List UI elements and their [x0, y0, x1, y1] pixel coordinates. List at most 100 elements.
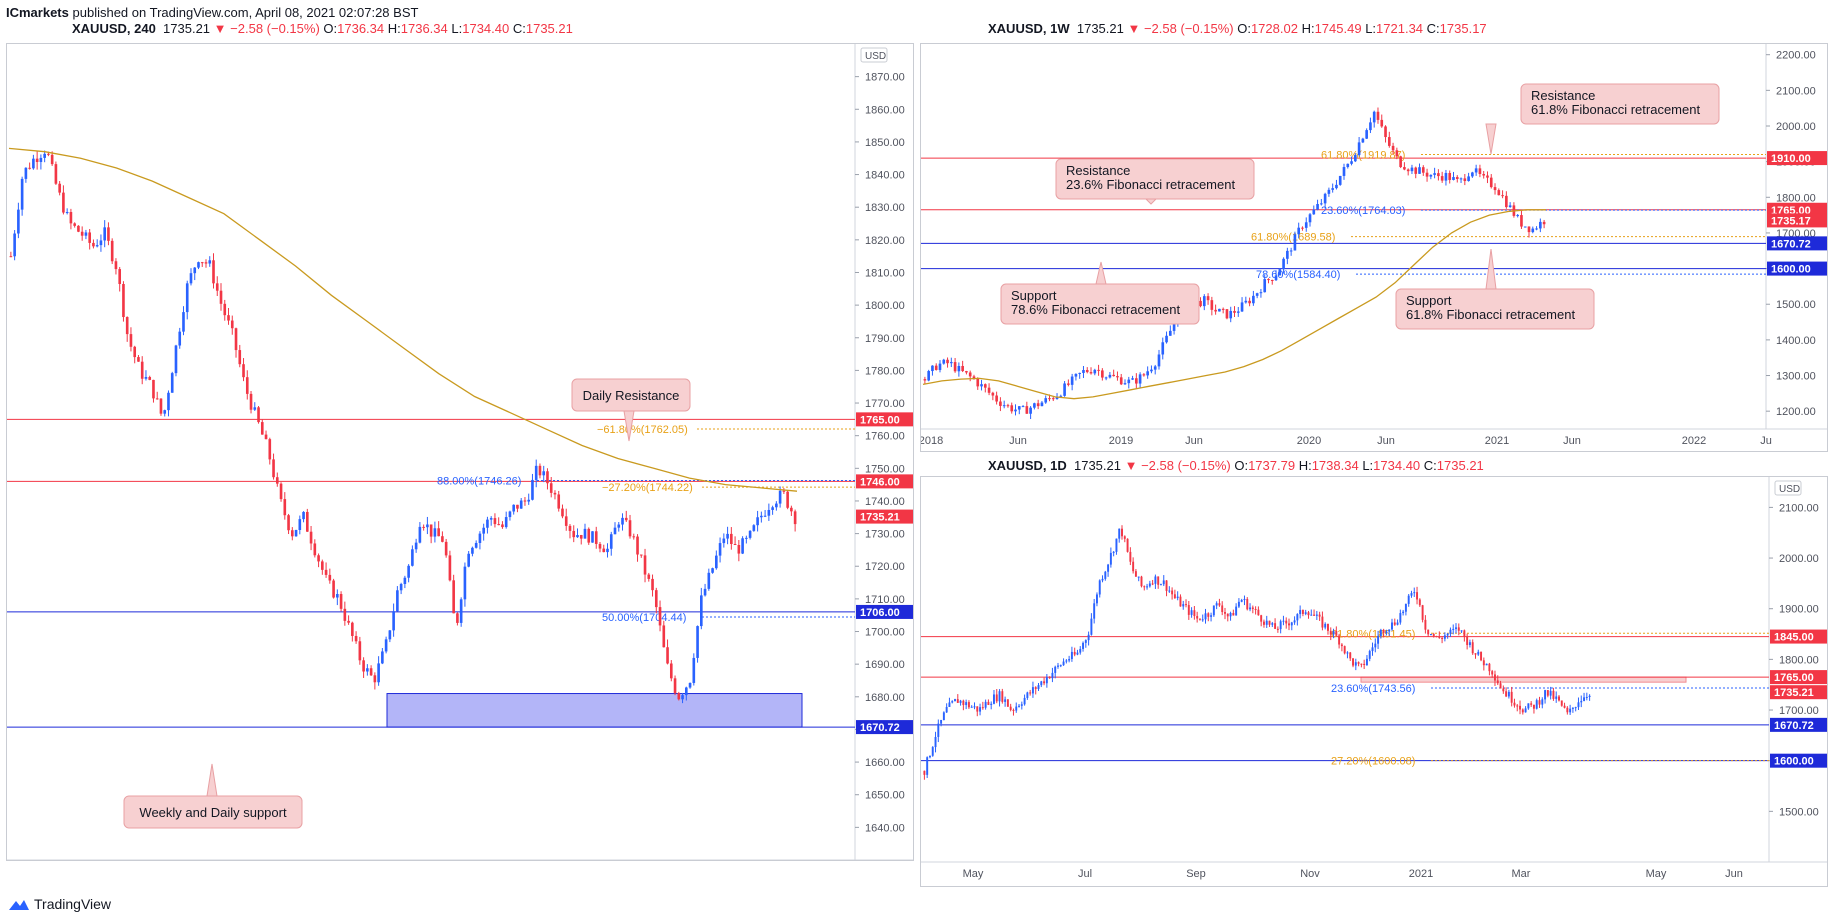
candle-body	[591, 531, 594, 543]
candle-body	[1161, 342, 1165, 355]
candle-body	[1429, 634, 1432, 636]
candle-body	[1045, 677, 1048, 684]
candle-body	[1510, 691, 1513, 703]
candle-body	[1118, 528, 1121, 539]
candle-body	[1520, 215, 1523, 227]
moving-average-line[interactable]	[922, 209, 1546, 400]
candle-body	[1254, 608, 1257, 610]
candle-body	[1566, 707, 1569, 713]
candle-body	[178, 331, 182, 346]
candle-body	[1168, 590, 1171, 592]
x-tick-label: 2020	[1297, 435, 1321, 447]
candle-body	[1516, 705, 1519, 707]
level-tag-1845.00: 1845.00	[1774, 632, 1814, 644]
x-tick-label: 2019	[1109, 435, 1133, 447]
chart-pane-1d[interactable]: 1500.00 1600.00 1700.00 1800.00 1900.00 2000.…	[920, 476, 1828, 887]
candle-body	[968, 372, 972, 377]
candle-body	[1017, 406, 1021, 410]
candle-body	[519, 500, 523, 509]
candle-body	[1301, 609, 1304, 614]
candle-body	[1148, 583, 1151, 587]
candle-body	[1433, 173, 1436, 175]
author-name[interactable]: ICmarkets	[6, 5, 69, 20]
candle-body	[1026, 692, 1029, 698]
candle-body	[1307, 612, 1310, 616]
chart-pane-240[interactable]: 1640.001650.001660.001670.001680.001690.…	[6, 43, 914, 878]
candle-body	[1057, 665, 1059, 667]
candle-body	[1068, 659, 1071, 661]
y-tick-label: 1660.00	[865, 757, 905, 769]
level-tag-1670.72: 1670.72	[1771, 238, 1811, 250]
candle-body	[1346, 163, 1350, 168]
candle-body	[384, 639, 388, 652]
candle-body	[647, 574, 651, 579]
candle-body	[1363, 663, 1366, 665]
candle-body	[197, 262, 200, 268]
candle-body	[1304, 612, 1307, 614]
annotation-callout[interactable]: Daily Resistance	[571, 378, 691, 442]
price-zone[interactable]	[386, 693, 803, 728]
moving-average-line[interactable]	[8, 147, 798, 492]
symbol-label[interactable]: XAUUSD, 1D	[988, 458, 1067, 473]
chart-240[interactable]: 1640.001650.001660.001670.001680.001690.…	[7, 44, 913, 878]
candle-body	[1160, 584, 1162, 586]
chart-pane-1w[interactable]: 1200.001300.001400.001500.001600.001700.…	[919, 43, 1828, 452]
level-tag-bg	[1770, 685, 1827, 700]
candle-body	[681, 695, 684, 700]
price-zone[interactable]	[1360, 676, 1687, 683]
candle-body	[937, 723, 940, 737]
annotation-callout[interactable]: Weekly and Daily support	[123, 763, 303, 829]
chart-1d[interactable]: 1500.00 1600.00 1700.00 1800.00 1900.00 2000.…	[921, 477, 1827, 886]
candle-body	[215, 283, 219, 291]
candle-body	[332, 580, 335, 598]
candle-body	[1544, 690, 1547, 700]
fib-label: −27.20%(1744.22)	[602, 482, 693, 494]
candle-body	[1129, 551, 1132, 562]
candle-body	[230, 320, 234, 329]
symbol-label[interactable]: XAUUSD, 1W	[988, 21, 1070, 36]
tradingview-logo[interactable]: TradingView	[8, 896, 111, 912]
price-axis[interactable]: 1640.001650.001660.001670.001680.001690.…	[854, 44, 905, 860]
candle-body	[1357, 662, 1360, 664]
candle-body	[118, 269, 122, 285]
candle-body	[1065, 660, 1068, 662]
candle-body	[1063, 383, 1066, 396]
candle-body	[1338, 175, 1342, 185]
candle-body	[1399, 613, 1402, 623]
candle-body	[489, 518, 493, 520]
symbol-label[interactable]: XAUUSD, 240	[72, 21, 156, 36]
candle-body	[940, 720, 943, 724]
candle-body	[1289, 250, 1293, 252]
fib-label: 23.60%(1743.56)	[1331, 683, 1415, 695]
candle-body	[1029, 692, 1032, 694]
candle-body	[1020, 704, 1023, 706]
candle-body	[553, 492, 557, 495]
candle-body	[1558, 696, 1560, 701]
price-axis[interactable]: 1500.00 1600.00 1700.00 1800.00 1900.00 2000.…	[1768, 477, 1819, 862]
candle-body	[1391, 145, 1395, 151]
candle-body	[1043, 681, 1046, 684]
candle-body	[1468, 642, 1471, 645]
candle-body	[1257, 609, 1260, 616]
candle-body	[185, 283, 189, 313]
time-axis[interactable]: 2018 Jun 2019 Jun 2020 Jun 2021 Jun 2022 Ju	[919, 428, 1827, 447]
candle-body	[1523, 226, 1527, 228]
candle-body	[1123, 536, 1126, 539]
candle-body	[1571, 707, 1574, 709]
candle-body	[1304, 222, 1308, 228]
candle-body	[290, 530, 294, 537]
time-axis[interactable]: May Jul Sep Nov 2021 Mar May Jun	[921, 861, 1827, 880]
y-tick-label: 1860.00	[865, 104, 905, 116]
candle-body	[1101, 370, 1104, 378]
candle-body	[1097, 369, 1100, 371]
candle-body	[1040, 402, 1044, 407]
chart-1w[interactable]: 1200.001300.001400.001500.001600.001700.…	[919, 44, 1827, 451]
annotation-text: Weekly and Daily support	[139, 805, 287, 820]
candle-body	[628, 520, 632, 537]
candle-body	[1427, 629, 1430, 635]
candle-body	[1546, 690, 1549, 696]
